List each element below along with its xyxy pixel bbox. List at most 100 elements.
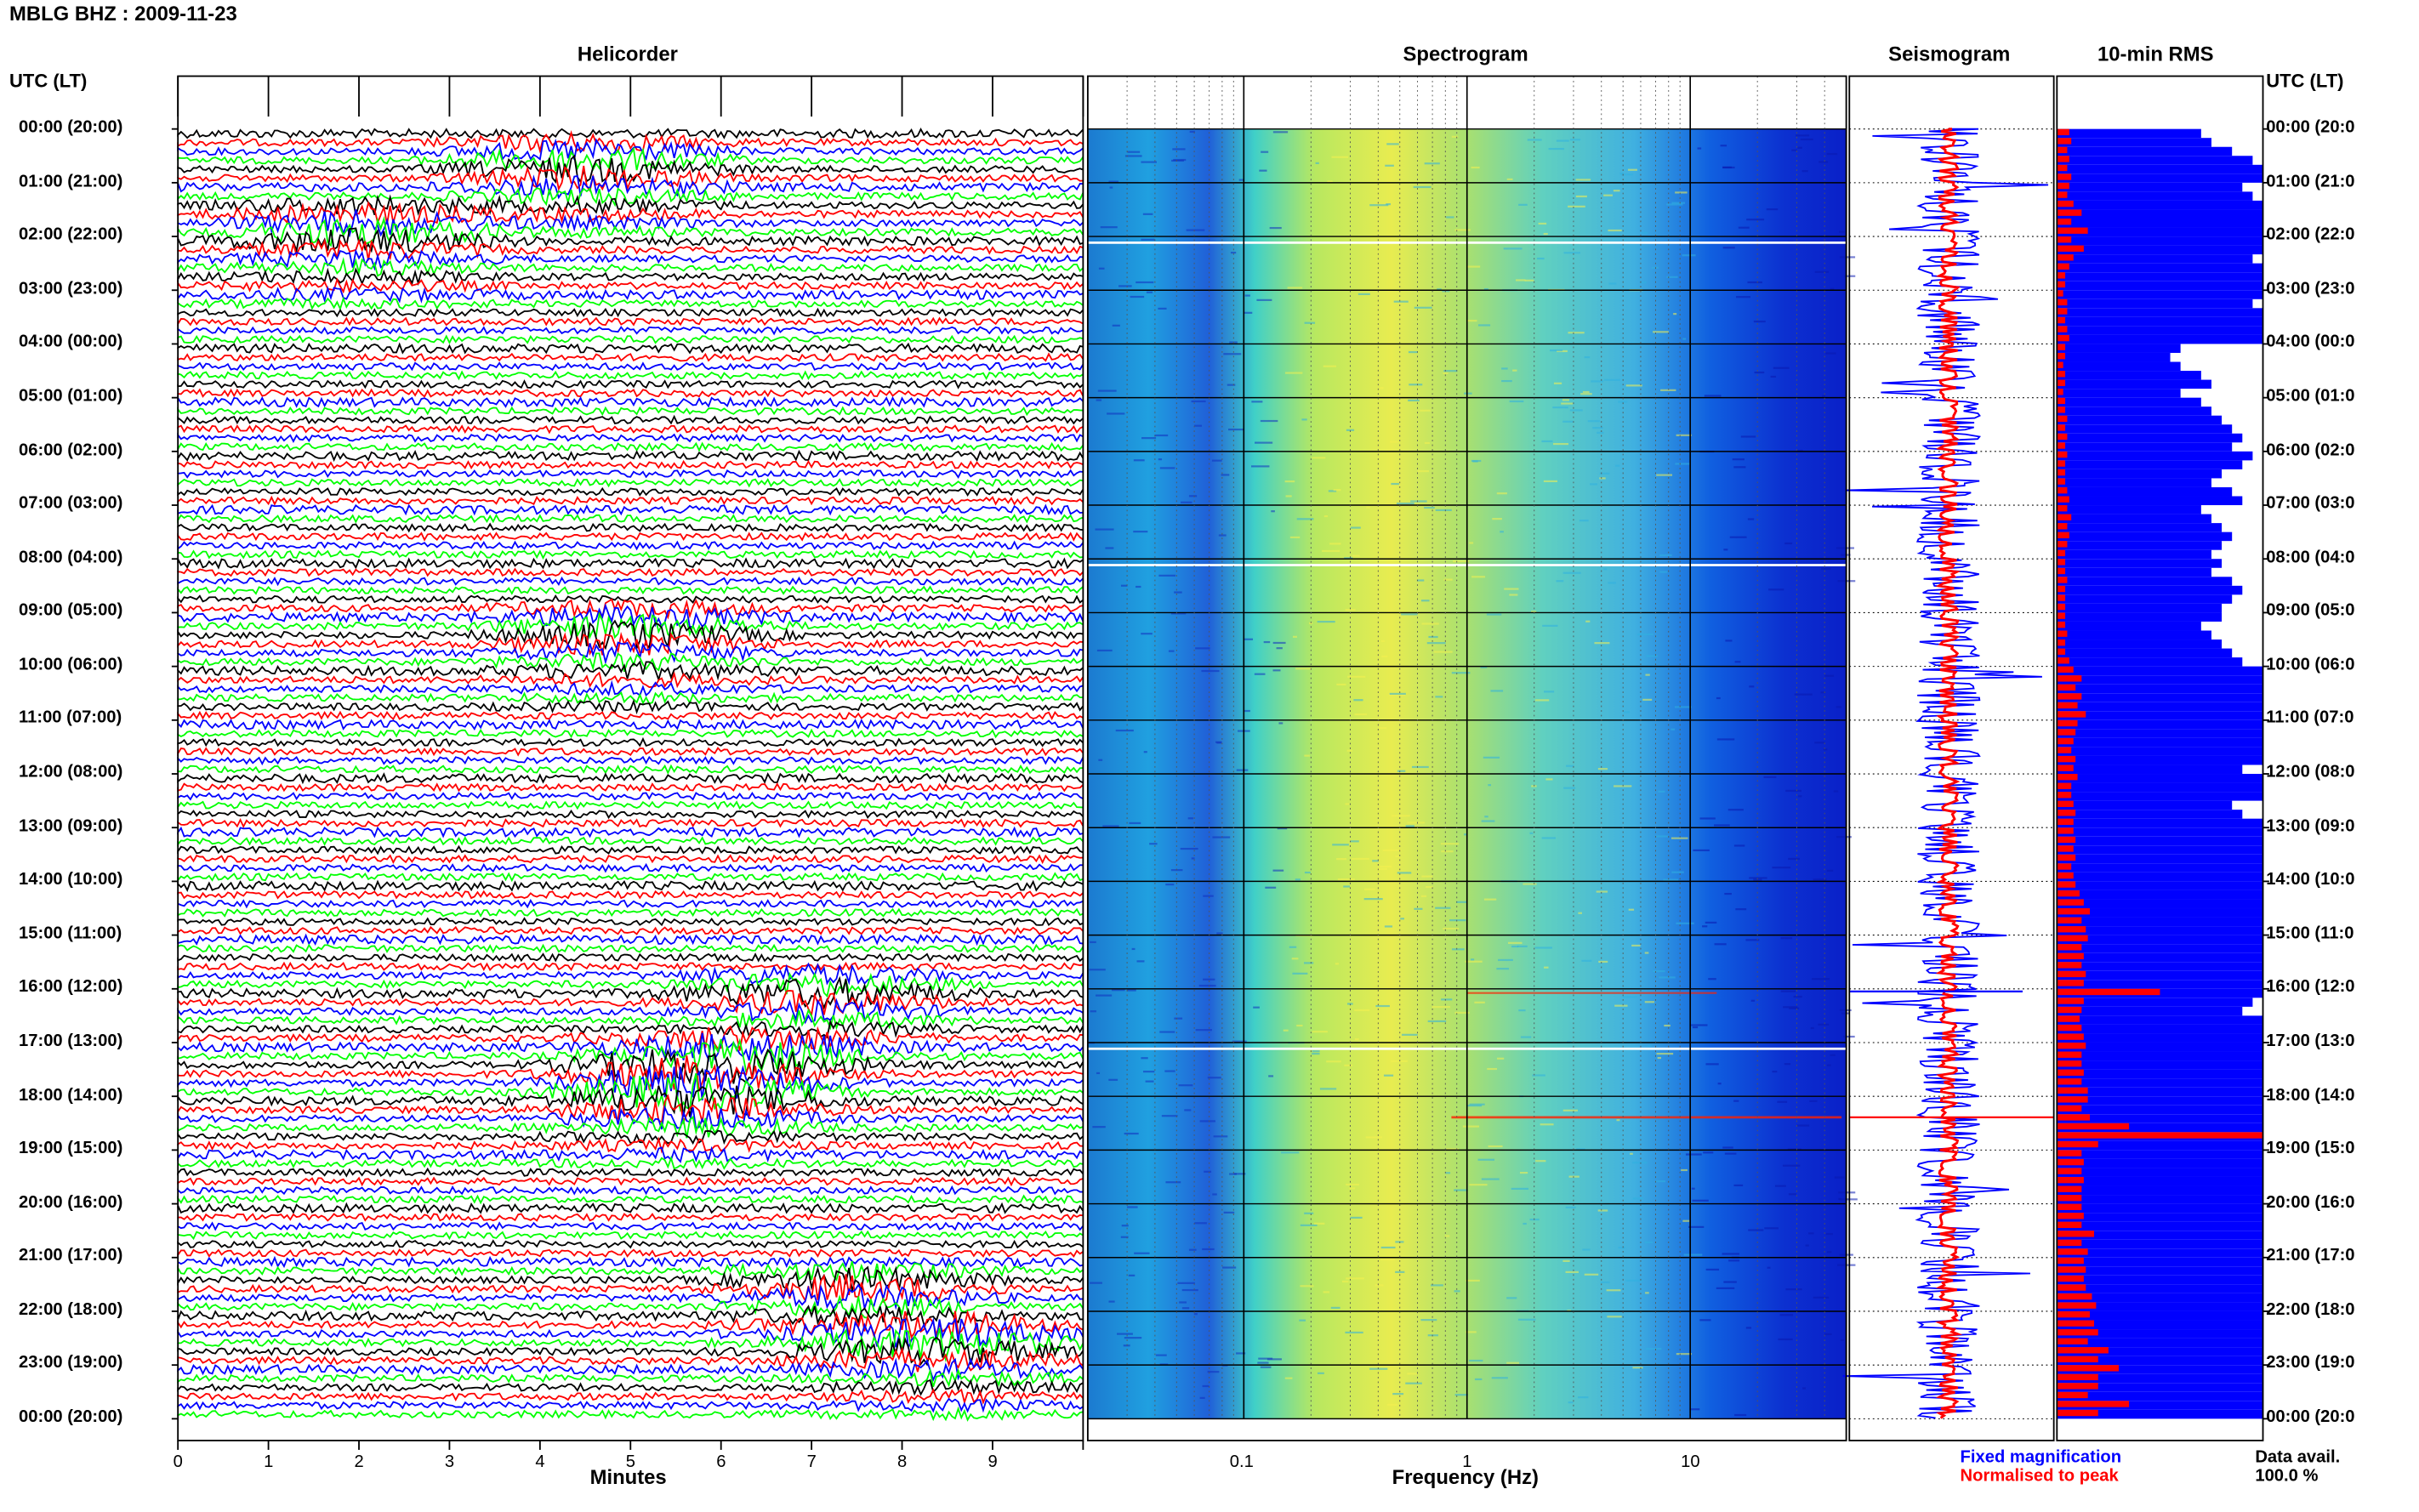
helicorder-trace bbox=[177, 248, 1084, 271]
spectrogram-speckle bbox=[1486, 613, 1502, 616]
rms-normalised-bar bbox=[2057, 281, 2066, 288]
rms-fixed-bar bbox=[2057, 782, 2263, 793]
spectrogram-speckle bbox=[1763, 776, 1777, 778]
left-time-label: 19:00 (15:00) bbox=[19, 1139, 123, 1158]
helicorder-trace bbox=[177, 238, 1084, 261]
spectrogram-speckle bbox=[1172, 148, 1186, 151]
left-time-label: 00:00 (20:00) bbox=[19, 117, 123, 137]
spectrogram-speckle bbox=[1446, 216, 1454, 219]
spectrogram-speckle bbox=[1202, 1248, 1215, 1251]
spectrogram-speckle bbox=[1272, 641, 1286, 645]
rms-fixed-bar bbox=[2057, 1391, 2263, 1401]
spectrogram-speckle bbox=[1272, 869, 1284, 872]
spectrogram-speckle bbox=[1470, 958, 1475, 961]
helicorder-trace bbox=[177, 890, 1084, 900]
left-time-label: 04:00 (00:00) bbox=[19, 333, 123, 352]
helicorder-trace bbox=[177, 1327, 1084, 1363]
spectrogram-speckle bbox=[1188, 495, 1198, 497]
rms-fixed-bar bbox=[2057, 200, 2263, 210]
spectrogram-speckle bbox=[1396, 502, 1414, 505]
spectrogram-speckle bbox=[1304, 871, 1311, 874]
spectrogram-speckle bbox=[1749, 877, 1767, 879]
spectrogram-speckle bbox=[1431, 1006, 1450, 1009]
spectrogram-speckle bbox=[1326, 1060, 1341, 1063]
spectrogram-speckle bbox=[1826, 152, 1838, 156]
rms-normalised-bar bbox=[2057, 1140, 2098, 1148]
spectrogram-speckle bbox=[1216, 932, 1223, 935]
spectrogram-speckle bbox=[1512, 369, 1517, 372]
spectrogram-speckle bbox=[1108, 1078, 1118, 1081]
spectrogram-speckle bbox=[1630, 1152, 1633, 1155]
spectrogram-speckle bbox=[1474, 1001, 1485, 1003]
rms-normalised-bar bbox=[2057, 1185, 2082, 1192]
spectrogram-speckle bbox=[1261, 151, 1269, 153]
spectrogram-speckle bbox=[1174, 591, 1182, 594]
helicorder-trace bbox=[177, 755, 1084, 766]
rms-normalised-bar bbox=[2057, 1158, 2084, 1166]
spectrogram-speckle bbox=[1244, 294, 1250, 297]
helicorder-trace bbox=[177, 933, 1084, 946]
spectrogram-speckle bbox=[1607, 1316, 1622, 1318]
spectrogram-speckle bbox=[1747, 518, 1755, 520]
spectrogram-speckle bbox=[1115, 729, 1134, 732]
rms-fixed-bar bbox=[2057, 1338, 2263, 1348]
right-time-label: 12:00 (08:0 bbox=[2266, 763, 2355, 782]
spectrogram-speckle bbox=[1350, 526, 1361, 529]
helicorder-trace bbox=[177, 782, 1084, 793]
spectrogram-speckle bbox=[1295, 878, 1301, 881]
spectrogram-speckle bbox=[1233, 1173, 1246, 1175]
spectrogram-speckle bbox=[1345, 803, 1350, 805]
spectrogram-speckle bbox=[1304, 1212, 1314, 1214]
spectrogram-speckle bbox=[1271, 510, 1275, 513]
rms-fixed-bar bbox=[2057, 1168, 2263, 1177]
left-time-label: 08:00 (04:00) bbox=[19, 548, 123, 567]
spectrogram-speckle bbox=[1179, 1301, 1187, 1304]
spectrogram-speckle bbox=[1492, 518, 1502, 520]
rms-fixed-bar bbox=[2057, 1150, 2263, 1159]
spectrogram-speckle bbox=[1578, 912, 1582, 914]
helicorder-trace bbox=[177, 772, 1084, 785]
spectrogram-speckle bbox=[1218, 534, 1227, 537]
rms-normalised-bar bbox=[2057, 1401, 2130, 1407]
spectrogram-speckle bbox=[1541, 440, 1553, 443]
rms-fixed-bar bbox=[2057, 514, 2211, 524]
spectrogram-speckle bbox=[1414, 306, 1432, 309]
helicorder-trace bbox=[177, 388, 1084, 399]
spectrogram-speckle bbox=[1469, 1184, 1488, 1186]
spectrogram-speckle bbox=[1427, 1020, 1447, 1023]
spectrogram-speckle bbox=[1747, 281, 1762, 284]
spectrogram-speckle bbox=[1454, 1189, 1468, 1191]
spectrogram-speckle bbox=[1364, 888, 1375, 890]
spectrogram-speckle bbox=[1523, 1222, 1527, 1225]
spectrogram-speckle bbox=[1158, 574, 1176, 577]
spectrogram-speckle bbox=[1676, 434, 1692, 436]
rms-fixed-bar bbox=[2057, 1239, 2263, 1249]
rms-fixed-bar bbox=[2057, 486, 2233, 497]
spectrogram-speckle bbox=[1143, 751, 1147, 753]
spectrogram-speckle bbox=[1251, 401, 1263, 403]
helicorder-trace bbox=[177, 531, 1084, 542]
spectrogram-speckle bbox=[1671, 202, 1686, 204]
spectrogram-speckle bbox=[1090, 1010, 1096, 1013]
spectrogram-speckle bbox=[1506, 178, 1513, 180]
spectrogram-speckle bbox=[1133, 531, 1148, 533]
spectrogram-speckle bbox=[1349, 1187, 1356, 1190]
rms-normalised-bar bbox=[2057, 908, 2091, 915]
helicorder-trace bbox=[177, 1230, 1084, 1241]
spectrogram-speckle bbox=[1496, 968, 1510, 970]
rms-fixed-bar bbox=[2057, 433, 2243, 443]
spectrogram-speckle bbox=[1723, 1281, 1737, 1283]
spectrogram-speckle bbox=[1090, 941, 1096, 944]
right-time-label: 00:00 (20:0 bbox=[2266, 117, 2355, 137]
right-time-label: 22:00 (18:0 bbox=[2266, 1300, 2355, 1320]
spectrogram-speckle bbox=[1098, 759, 1103, 761]
helicorder-trace bbox=[177, 817, 1084, 829]
spectrogram-speckle bbox=[1177, 1282, 1195, 1284]
spectrogram-speckle bbox=[1797, 146, 1802, 149]
spectrogram-speckle bbox=[1675, 463, 1690, 465]
helicorder-trace bbox=[177, 316, 1084, 327]
spectrogram-speckle bbox=[1834, 1176, 1845, 1179]
spectrogram-speckle bbox=[1733, 466, 1746, 469]
spectrogram-speckle bbox=[1481, 1178, 1500, 1180]
rms-normalised-bar bbox=[2057, 272, 2066, 279]
